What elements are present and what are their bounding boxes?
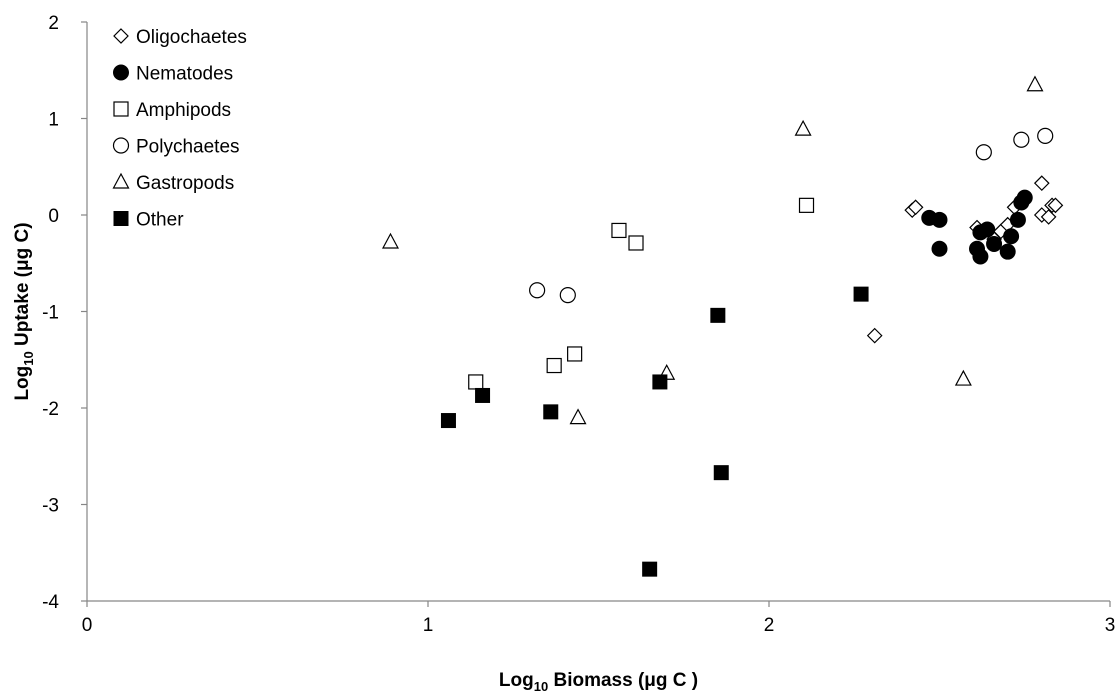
data-point bbox=[381, 232, 399, 249]
legend-label: Oligochaetes bbox=[136, 27, 247, 48]
legend-label: Amphipods bbox=[136, 100, 231, 121]
legend-marker bbox=[113, 28, 129, 44]
data-point bbox=[907, 199, 924, 216]
data-point bbox=[628, 235, 644, 251]
y-axis-title-suffix: Uptake (μg C) bbox=[12, 222, 33, 351]
y-axis-title-prefix: Log bbox=[12, 366, 33, 401]
data-point bbox=[931, 211, 948, 228]
data-point bbox=[1013, 131, 1030, 148]
y-tick-label: 2 bbox=[48, 13, 59, 34]
legend-label: Other bbox=[136, 210, 184, 231]
legend-label: Nematodes bbox=[136, 64, 233, 85]
data-point bbox=[440, 413, 456, 429]
data-point bbox=[986, 235, 1003, 252]
x-axis-title-subscript: 10 bbox=[534, 679, 548, 694]
data-point bbox=[468, 374, 484, 390]
y-tick-label: -3 bbox=[42, 496, 59, 517]
x-tick-label: 1 bbox=[423, 615, 434, 636]
data-point bbox=[567, 346, 583, 362]
data-point bbox=[642, 561, 658, 577]
legend-marker bbox=[113, 64, 129, 81]
legend-item-polychaetes: Polychaetes bbox=[112, 137, 240, 158]
y-axis-title: Log10 Uptake (μg C) bbox=[12, 222, 36, 400]
series-oligochaetes bbox=[866, 175, 1064, 344]
y-tick-label: 1 bbox=[48, 110, 59, 131]
legend-item-other: Other bbox=[113, 210, 184, 231]
data-point bbox=[853, 286, 869, 302]
data-point bbox=[798, 197, 815, 213]
legend-label: Polychaetes bbox=[136, 137, 240, 158]
y-tick-label: -1 bbox=[42, 303, 59, 324]
legend-item-gastropods: Gastropods bbox=[112, 172, 234, 194]
data-point bbox=[1009, 211, 1026, 228]
y-tick-label: -2 bbox=[42, 399, 59, 420]
data-point bbox=[1037, 127, 1054, 144]
data-point bbox=[999, 243, 1016, 260]
data-point bbox=[713, 465, 729, 481]
data-point bbox=[543, 404, 559, 420]
y-tick-label: -4 bbox=[42, 592, 59, 613]
x-ticks: 0 1 2 3 bbox=[82, 601, 1116, 636]
y-ticks: -4 -3 -2 -1 0 1 2 bbox=[42, 13, 87, 613]
series-gastropods bbox=[381, 75, 1044, 425]
data-point bbox=[866, 327, 883, 344]
legend: Oligochaetes Nematodes Amphipods Polychaete… bbox=[112, 27, 247, 231]
data-point bbox=[1033, 175, 1050, 192]
x-axis-title: Log10 Biomass (μg C ) bbox=[499, 670, 698, 694]
data-point bbox=[546, 357, 562, 374]
x-axis-title-prefix: Log bbox=[499, 670, 534, 691]
data-point bbox=[475, 387, 491, 403]
data-point bbox=[652, 374, 668, 390]
data-point bbox=[611, 222, 627, 239]
data-point bbox=[1047, 197, 1064, 214]
data-point bbox=[1016, 189, 1033, 206]
data-point bbox=[559, 286, 576, 304]
x-tick-label: 0 bbox=[82, 615, 93, 636]
series-other bbox=[440, 286, 869, 577]
data-point bbox=[931, 240, 948, 257]
data-point bbox=[710, 307, 726, 323]
data-point bbox=[954, 369, 972, 386]
data-point bbox=[569, 408, 587, 425]
x-tick-label: 3 bbox=[1105, 615, 1116, 636]
series-nematodes bbox=[921, 189, 1033, 265]
series-amphipods bbox=[468, 197, 815, 390]
y-tick-label: 0 bbox=[48, 206, 59, 227]
x-axis-title-suffix: Biomass (μg C ) bbox=[548, 670, 698, 691]
legend-label: Gastropods bbox=[136, 173, 234, 194]
legend-marker bbox=[112, 172, 130, 189]
legend-item-amphipods: Amphipods bbox=[113, 100, 231, 121]
x-tick-label: 2 bbox=[764, 615, 775, 636]
data-point bbox=[1026, 75, 1044, 92]
data-point bbox=[794, 119, 812, 136]
data-point bbox=[529, 282, 546, 299]
legend-marker bbox=[113, 211, 129, 226]
data-point bbox=[972, 248, 989, 265]
legend-marker bbox=[112, 137, 130, 154]
data-point bbox=[975, 144, 992, 161]
y-axis-title-subscript: 10 bbox=[21, 351, 36, 365]
axes bbox=[86, 22, 1110, 602]
legend-marker bbox=[113, 101, 129, 117]
data-point bbox=[1040, 209, 1057, 225]
legend-item-nematodes: Nematodes bbox=[113, 64, 233, 85]
data-points bbox=[381, 75, 1064, 577]
series-polychaetes bbox=[529, 127, 1054, 304]
data-point bbox=[979, 221, 996, 238]
legend-item-oligochaetes: Oligochaetes bbox=[113, 27, 247, 48]
data-point bbox=[1003, 228, 1020, 245]
